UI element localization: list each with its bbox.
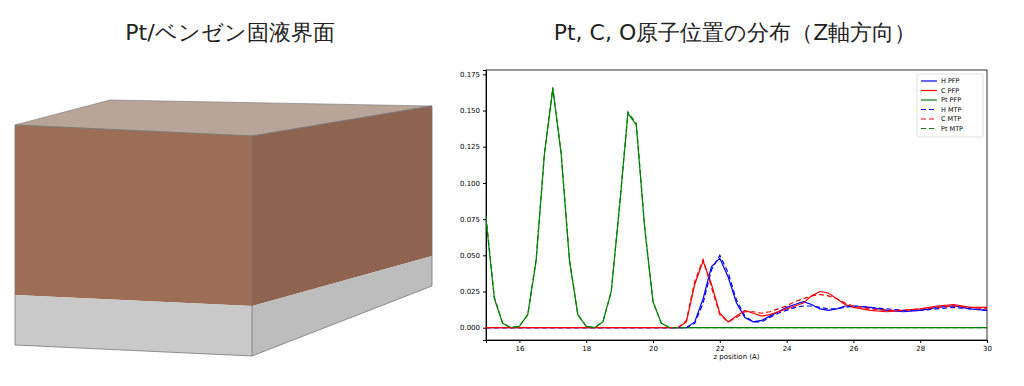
series-line bbox=[486, 87, 987, 327]
legend-swatch bbox=[921, 118, 937, 119]
y-tick-mark bbox=[483, 255, 486, 256]
legend-label: H PFP bbox=[941, 77, 960, 85]
y-tick-mark bbox=[483, 328, 486, 329]
x-axis-title: z position (A) bbox=[713, 353, 759, 361]
plot-frame bbox=[486, 70, 987, 340]
x-axis-line bbox=[487, 341, 988, 344]
legend-box bbox=[917, 74, 983, 137]
y-tick-label: 0.025 bbox=[460, 288, 480, 296]
x-tick-mark bbox=[987, 340, 988, 343]
y-axis-line bbox=[483, 71, 487, 341]
y-tick-mark bbox=[483, 111, 486, 112]
y-tick-label: 0.150 bbox=[460, 107, 480, 115]
x-axis: 16 18 20 22 24 26 28 30 bbox=[487, 340, 992, 353]
legend-label: Pt MTP bbox=[941, 125, 963, 133]
legend-swatch bbox=[921, 80, 937, 81]
image-panel: Pt/ベンゼン固液界面 bbox=[15, 20, 432, 356]
legend-swatch bbox=[921, 90, 937, 91]
x-tick-mark bbox=[519, 340, 520, 343]
legend: H PFP C PFPPt PFP H MTPC MTP Pt MTP bbox=[917, 74, 983, 137]
y-axis: 0.000 0.025 0.050 0.075 0.100 0.125 0.150 0.175 bbox=[460, 71, 487, 341]
y-tick-mark bbox=[483, 219, 486, 220]
x-tick-label: 16 bbox=[515, 345, 524, 353]
x-tick-mark bbox=[920, 340, 921, 343]
box-outline bbox=[15, 106, 432, 356]
x-tick: 30 bbox=[983, 340, 992, 353]
series-line bbox=[486, 255, 987, 327]
y-tick: 0.025 bbox=[460, 288, 486, 296]
y-tick-mark bbox=[483, 292, 486, 293]
y-tick: 0.175 bbox=[460, 71, 486, 79]
box-front-liquid bbox=[15, 125, 252, 306]
box-side-pt bbox=[252, 256, 432, 356]
y-tick: 0.100 bbox=[460, 180, 486, 188]
x-tick-label: 30 bbox=[983, 345, 992, 353]
x-tick-mark bbox=[653, 340, 654, 343]
y-tick: 0.125 bbox=[460, 143, 486, 151]
y-tick: 0.150 bbox=[460, 107, 486, 115]
legend-label: C MTP bbox=[941, 115, 961, 123]
y-tick-label: 0.050 bbox=[460, 252, 480, 260]
x-tick-mark bbox=[586, 340, 587, 343]
image-title: Pt/ベンゼン固液界面 bbox=[125, 20, 334, 45]
x-tick-mark bbox=[787, 340, 788, 343]
y-tick: 0.075 bbox=[460, 216, 486, 224]
x-tick: 28 bbox=[916, 340, 925, 353]
y-tick-label: 0.125 bbox=[460, 143, 480, 151]
y-tick-mark bbox=[483, 74, 486, 75]
y-tick: 0.050 bbox=[460, 252, 486, 260]
y-tick-label: 0.100 bbox=[460, 180, 480, 188]
series-line bbox=[486, 258, 987, 327]
y-tick: 0.000 bbox=[460, 324, 486, 332]
legend-swatch bbox=[921, 99, 937, 100]
page: Pt/ベンゼン固液界面 Pt, C, O原子位置の分布（Z軸方向） 16 18 20 22… bbox=[0, 0, 1024, 386]
legend-label: H MTP bbox=[941, 106, 962, 114]
y-tick-mark bbox=[483, 147, 486, 148]
legend-label: Pt PFP bbox=[941, 96, 961, 104]
x-tick-label: 28 bbox=[916, 345, 925, 353]
x-tick: 18 bbox=[582, 340, 591, 353]
x-tick-label: 18 bbox=[582, 345, 591, 353]
plot-area bbox=[486, 87, 987, 327]
x-tick-mark bbox=[720, 340, 721, 343]
box-edge bbox=[252, 136, 253, 356]
legend-swatch bbox=[921, 109, 937, 110]
x-tick-label: 26 bbox=[849, 345, 858, 353]
x-tick-mark bbox=[853, 340, 854, 343]
y-tick-mark bbox=[483, 183, 486, 184]
chart-title: Pt, C, O原子位置の分布（Z軸方向） bbox=[554, 20, 917, 45]
legend-swatch bbox=[921, 128, 937, 129]
x-tick: 26 bbox=[849, 340, 858, 353]
x-tick: 16 bbox=[515, 340, 524, 353]
x-tick-label: 20 bbox=[649, 345, 658, 353]
x-tick-label: 24 bbox=[783, 345, 792, 353]
x-tick-label: 22 bbox=[716, 345, 725, 353]
y-tick-label: 0.175 bbox=[460, 71, 480, 79]
x-tick: 20 bbox=[649, 340, 658, 353]
y-tick-label: 0.075 bbox=[460, 216, 480, 224]
legend-label: C PFP bbox=[941, 87, 959, 95]
series-line bbox=[486, 260, 987, 328]
x-tick: 22 bbox=[716, 340, 725, 353]
series-line bbox=[486, 89, 987, 328]
x-tick: 24 bbox=[783, 340, 792, 353]
y-tick-label: 0.000 bbox=[460, 324, 480, 332]
